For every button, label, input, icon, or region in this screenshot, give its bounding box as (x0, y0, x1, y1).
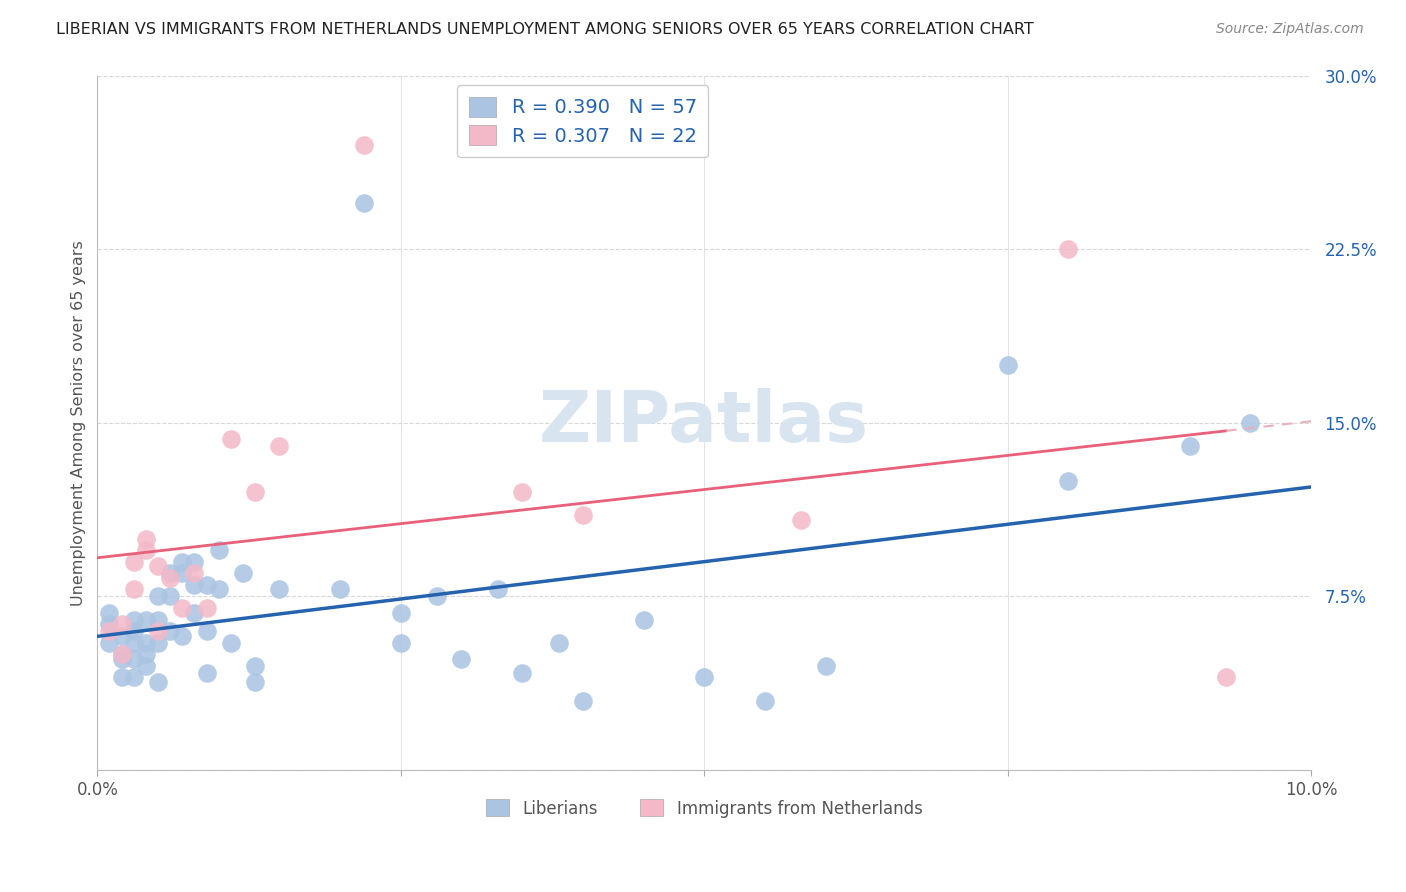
Point (146, 613, 169, 627)
Point (1057, 474, 1080, 488)
Point (633, 613, 655, 627)
Point (195, 665, 218, 680)
Point (135, 647, 157, 661)
Point (98, 624, 121, 639)
Point (122, 624, 145, 639)
Point (269, 439, 291, 453)
Point (243, 658, 266, 673)
Point (146, 590, 169, 604)
Point (208, 543, 231, 558)
Point (426, 590, 449, 604)
Point (111, 647, 134, 661)
Point (1239, 416, 1261, 430)
Point (243, 675, 266, 690)
Point (183, 555, 205, 569)
Point (219, 432, 242, 446)
Point (486, 582, 509, 597)
Point (122, 555, 145, 569)
Point (389, 635, 412, 649)
Point (329, 582, 352, 597)
Point (122, 652, 145, 666)
Point (195, 578, 218, 592)
Point (693, 670, 716, 684)
Point (159, 590, 181, 604)
Point (510, 665, 533, 680)
Point (135, 532, 157, 546)
Point (183, 578, 205, 592)
Point (1057, 242, 1080, 256)
Point (122, 635, 145, 649)
Point (172, 555, 194, 569)
Point (98, 635, 121, 649)
Point (1215, 670, 1237, 684)
Point (172, 629, 194, 643)
Point (572, 693, 595, 707)
Point (510, 485, 533, 500)
Y-axis label: Unemployment Among Seniors over 65 years: Unemployment Among Seniors over 65 years (72, 240, 86, 606)
Point (389, 606, 412, 620)
Point (111, 652, 134, 666)
Point (232, 566, 254, 581)
Point (243, 485, 266, 500)
Point (122, 670, 145, 684)
Point (195, 624, 218, 639)
Point (572, 508, 595, 523)
Point (111, 617, 134, 632)
Point (98, 617, 121, 632)
Text: LIBERIAN VS IMMIGRANTS FROM NETHERLANDS UNEMPLOYMENT AMONG SENIORS OVER 65 YEARS: LIBERIAN VS IMMIGRANTS FROM NETHERLANDS … (56, 22, 1033, 37)
Point (997, 358, 1019, 372)
Point (159, 571, 181, 585)
Point (98, 606, 121, 620)
Point (269, 582, 291, 597)
Point (208, 582, 231, 597)
Point (172, 566, 194, 581)
Point (135, 613, 157, 627)
Point (146, 635, 169, 649)
Point (183, 606, 205, 620)
Point (172, 601, 194, 615)
Point (111, 670, 134, 684)
Point (754, 693, 776, 707)
Point (814, 658, 837, 673)
Point (135, 543, 157, 558)
Point (353, 195, 375, 210)
Point (159, 624, 181, 639)
Point (111, 647, 134, 661)
Point (122, 613, 145, 627)
Point (450, 652, 472, 666)
Point (353, 138, 375, 153)
Point (135, 635, 157, 649)
Text: ZIPatlas: ZIPatlas (538, 388, 869, 458)
Text: Source: ZipAtlas.com: Source: ZipAtlas.com (1216, 22, 1364, 37)
Point (195, 601, 218, 615)
Point (146, 675, 169, 690)
Point (111, 629, 134, 643)
Point (146, 624, 169, 639)
Point (547, 635, 569, 649)
Point (159, 566, 181, 581)
Point (1178, 439, 1201, 453)
Point (122, 582, 145, 597)
Legend: Liberians, Immigrants from Netherlands: Liberians, Immigrants from Netherlands (479, 793, 929, 824)
Point (219, 635, 242, 649)
Point (183, 566, 205, 581)
Point (146, 559, 169, 574)
Point (135, 658, 157, 673)
Point (790, 513, 813, 527)
